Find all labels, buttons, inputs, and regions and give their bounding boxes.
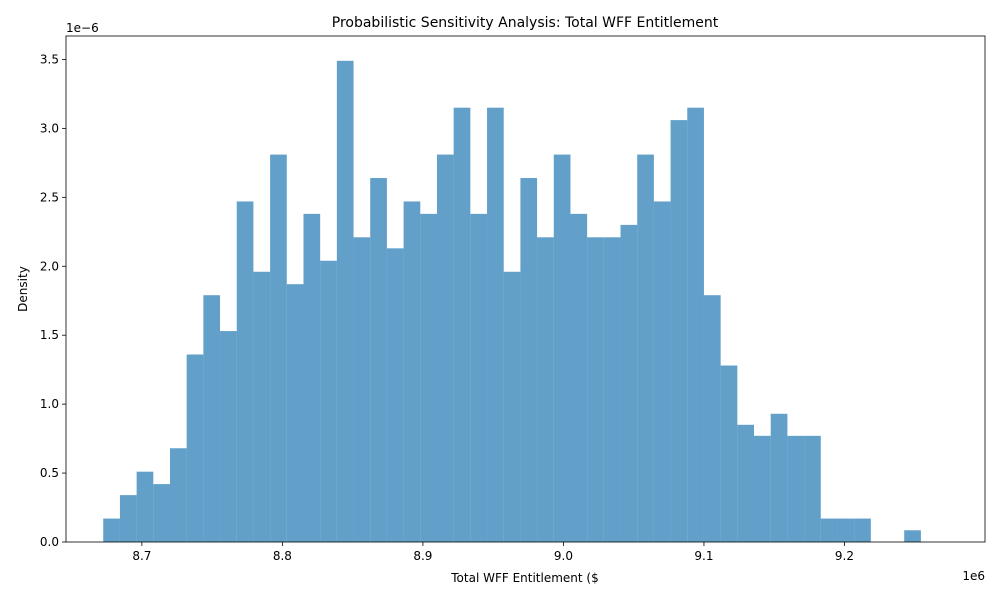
histogram-bar bbox=[754, 435, 771, 542]
histogram-bar bbox=[336, 60, 354, 542]
histogram-bar bbox=[303, 213, 321, 542]
x-multiplier-label: 1e6 bbox=[962, 569, 985, 583]
histogram-bar bbox=[436, 154, 454, 542]
x-tick-label: 8.8 bbox=[273, 549, 292, 563]
histogram-bar bbox=[570, 213, 588, 542]
histogram-bar bbox=[553, 154, 571, 542]
histogram-bar bbox=[537, 237, 554, 542]
histogram-bar bbox=[670, 120, 688, 542]
y-tick-label: 1.0 bbox=[40, 397, 59, 411]
histogram-bar bbox=[220, 331, 237, 542]
histogram-bar bbox=[487, 107, 504, 542]
histogram-bar bbox=[236, 201, 254, 542]
x-tick-label: 9.2 bbox=[835, 549, 854, 563]
histogram-bar bbox=[787, 435, 805, 542]
y-tick-label: 0.5 bbox=[40, 466, 59, 480]
x-tick-label: 8.9 bbox=[413, 549, 432, 563]
histogram-bar bbox=[153, 484, 170, 542]
histogram-bar bbox=[503, 271, 521, 542]
histogram-bar bbox=[770, 413, 788, 542]
histogram-bar bbox=[286, 284, 304, 542]
y-tick-label: 1.5 bbox=[40, 328, 59, 342]
histogram-bar bbox=[703, 295, 721, 542]
histogram-bar bbox=[854, 518, 871, 542]
histogram-bar bbox=[119, 495, 137, 542]
histogram-bar bbox=[270, 154, 287, 542]
y-tick-label: 2.0 bbox=[40, 259, 59, 273]
histogram-bar bbox=[320, 260, 337, 542]
histogram-bar bbox=[103, 518, 120, 542]
histogram-bar bbox=[804, 435, 821, 542]
histogram-bar bbox=[253, 271, 271, 542]
histogram-bar bbox=[720, 365, 738, 542]
y-tick-label: 2.5 bbox=[40, 190, 59, 204]
histogram-bar bbox=[203, 295, 221, 542]
histogram-bar bbox=[603, 237, 621, 542]
y-tick-label: 3.0 bbox=[40, 121, 59, 135]
y-tick-label: 0.0 bbox=[40, 535, 59, 549]
histogram-bar bbox=[386, 248, 404, 543]
histogram-bar bbox=[470, 213, 488, 542]
y-axis-label: Density bbox=[16, 266, 30, 312]
y-tick-label: 3.5 bbox=[40, 52, 59, 66]
histogram-bar bbox=[820, 518, 838, 542]
chart-title: Probabilistic Sensitivity Analysis: Tota… bbox=[332, 15, 719, 31]
bars-group bbox=[103, 60, 921, 543]
x-tick-label: 9.0 bbox=[554, 549, 573, 563]
histogram-bar bbox=[620, 224, 638, 542]
histogram-bar bbox=[370, 178, 387, 542]
plot-frame bbox=[65, 35, 986, 543]
x-tick-label: 9.1 bbox=[694, 549, 713, 563]
histogram-bar bbox=[587, 237, 604, 542]
histogram-bar bbox=[687, 107, 704, 542]
axes-group: 8.7 8.8 8.9 9.0 9.1 9.2 0.0 0.5 1.0 1.5 2.0 2.5 3.0 3… bbox=[40, 35, 986, 563]
x-axis-label: Total WFF Entitlement ($ bbox=[450, 571, 599, 585]
histogram-bar bbox=[653, 201, 671, 542]
histogram-bar bbox=[453, 107, 471, 542]
histogram-bar bbox=[520, 178, 538, 542]
histogram-bar bbox=[186, 354, 204, 542]
histogram-bar bbox=[353, 237, 371, 542]
histogram-bar bbox=[169, 448, 187, 542]
histogram-bar bbox=[837, 518, 855, 542]
histogram-bar bbox=[637, 154, 654, 542]
histogram-bar bbox=[136, 471, 154, 542]
histogram-bar bbox=[403, 201, 421, 542]
histogram-bar bbox=[737, 424, 755, 542]
x-tick-label: 8.7 bbox=[132, 549, 151, 563]
histogram-bar bbox=[904, 530, 921, 542]
histogram-bar bbox=[420, 213, 437, 542]
y-multiplier-label: 1e−6 bbox=[66, 21, 99, 35]
